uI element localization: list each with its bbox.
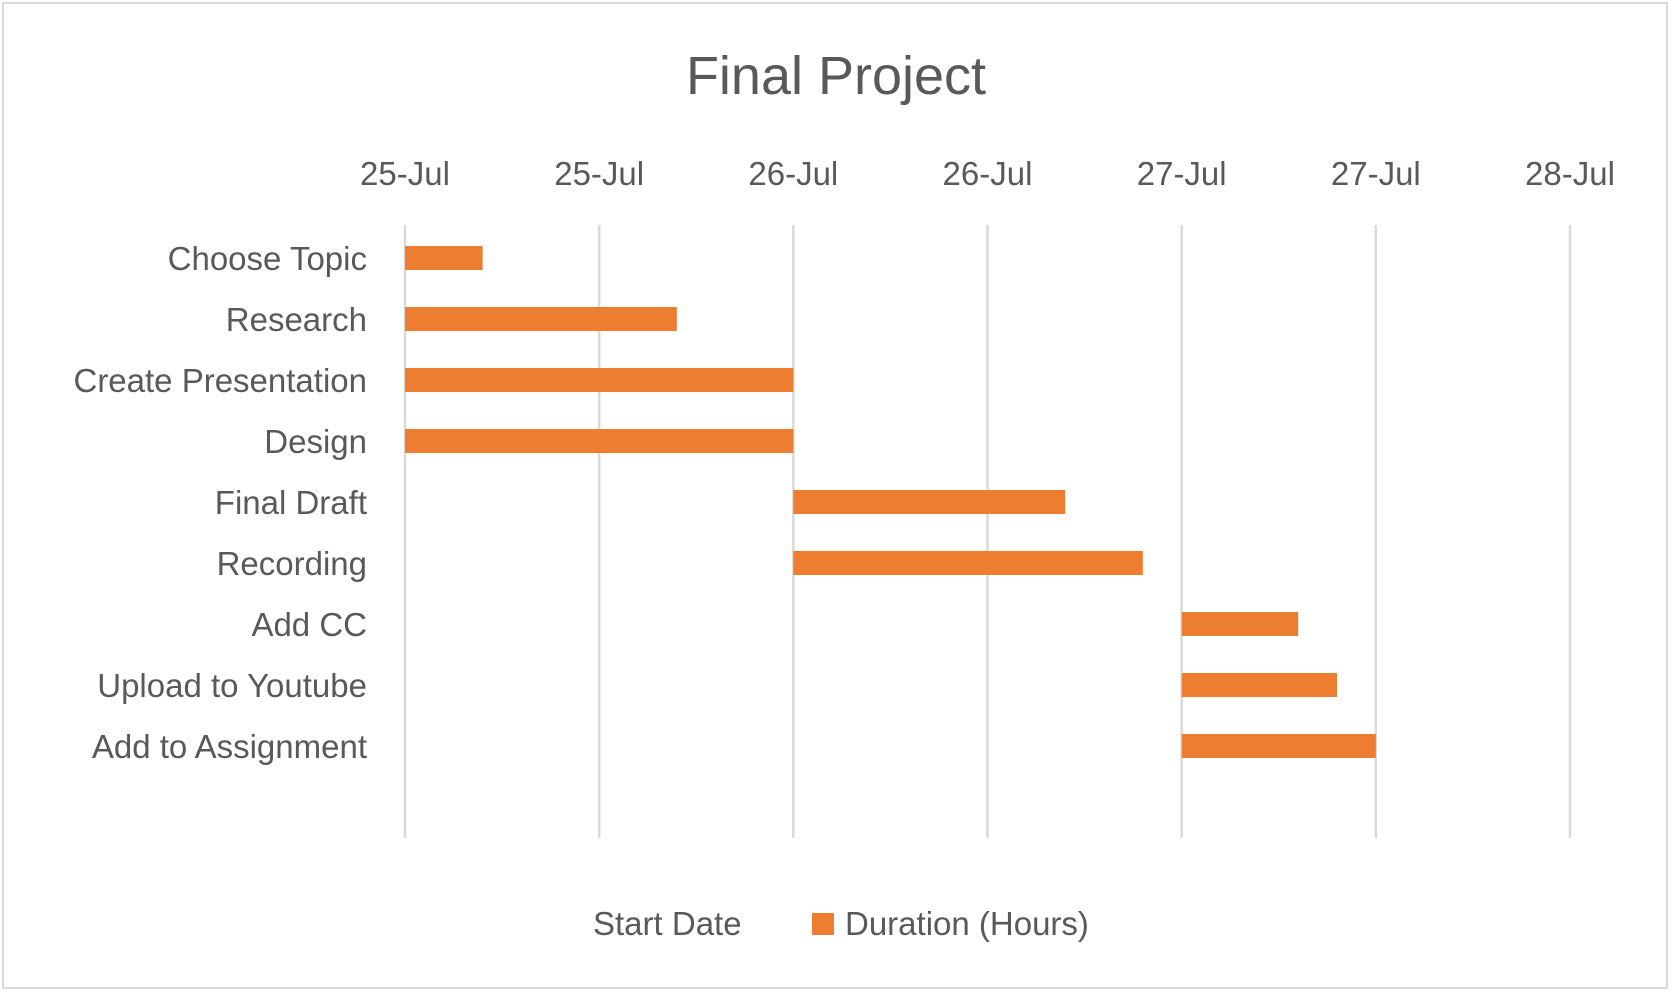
duration-bar bbox=[405, 429, 794, 453]
legend-duration-hours: Duration (Hours) bbox=[845, 905, 1089, 942]
category-label: Research bbox=[226, 301, 367, 338]
category-label: Design bbox=[264, 423, 367, 460]
x-tick-label: 26-Jul bbox=[943, 155, 1033, 192]
category-label: Final Draft bbox=[215, 484, 367, 521]
legend-start-date: Start Date bbox=[593, 905, 742, 942]
x-tick-label: 27-Jul bbox=[1331, 155, 1421, 192]
duration-bar bbox=[1181, 612, 1299, 636]
x-tick-label: 27-Jul bbox=[1137, 155, 1227, 192]
duration-bar bbox=[1181, 673, 1337, 697]
duration-bar bbox=[405, 368, 794, 392]
duration-bar bbox=[1181, 734, 1376, 758]
legend-duration-swatch bbox=[812, 913, 834, 935]
x-tick-label: 28-Jul bbox=[1525, 155, 1615, 192]
x-tick-label: 26-Jul bbox=[748, 155, 838, 192]
duration-bar bbox=[793, 490, 1066, 514]
category-label: Create Presentation bbox=[73, 362, 367, 399]
x-axis-tick-labels: 25-Jul 25-Jul 26-Jul 26-Jul 27-Jul 27-Jul 28-J… bbox=[360, 155, 1615, 192]
category-labels: Choose Topic Research Create Presentation D… bbox=[73, 240, 367, 765]
category-label: Add CC bbox=[251, 606, 367, 643]
bars bbox=[405, 246, 1376, 758]
x-tick-label: 25-Jul bbox=[554, 155, 644, 192]
duration-bar bbox=[405, 307, 677, 331]
duration-bar bbox=[793, 551, 1143, 575]
legend: Start Date Duration (Hours) bbox=[593, 905, 1089, 942]
category-label: Recording bbox=[217, 545, 367, 582]
chart-title: Final Project bbox=[686, 46, 986, 106]
category-label: Choose Topic bbox=[168, 240, 367, 277]
category-label: Add to Assignment bbox=[92, 728, 367, 765]
x-tick-label: 25-Jul bbox=[360, 155, 450, 192]
category-label: Upload to Youtube bbox=[97, 667, 367, 704]
duration-bar bbox=[405, 246, 483, 270]
